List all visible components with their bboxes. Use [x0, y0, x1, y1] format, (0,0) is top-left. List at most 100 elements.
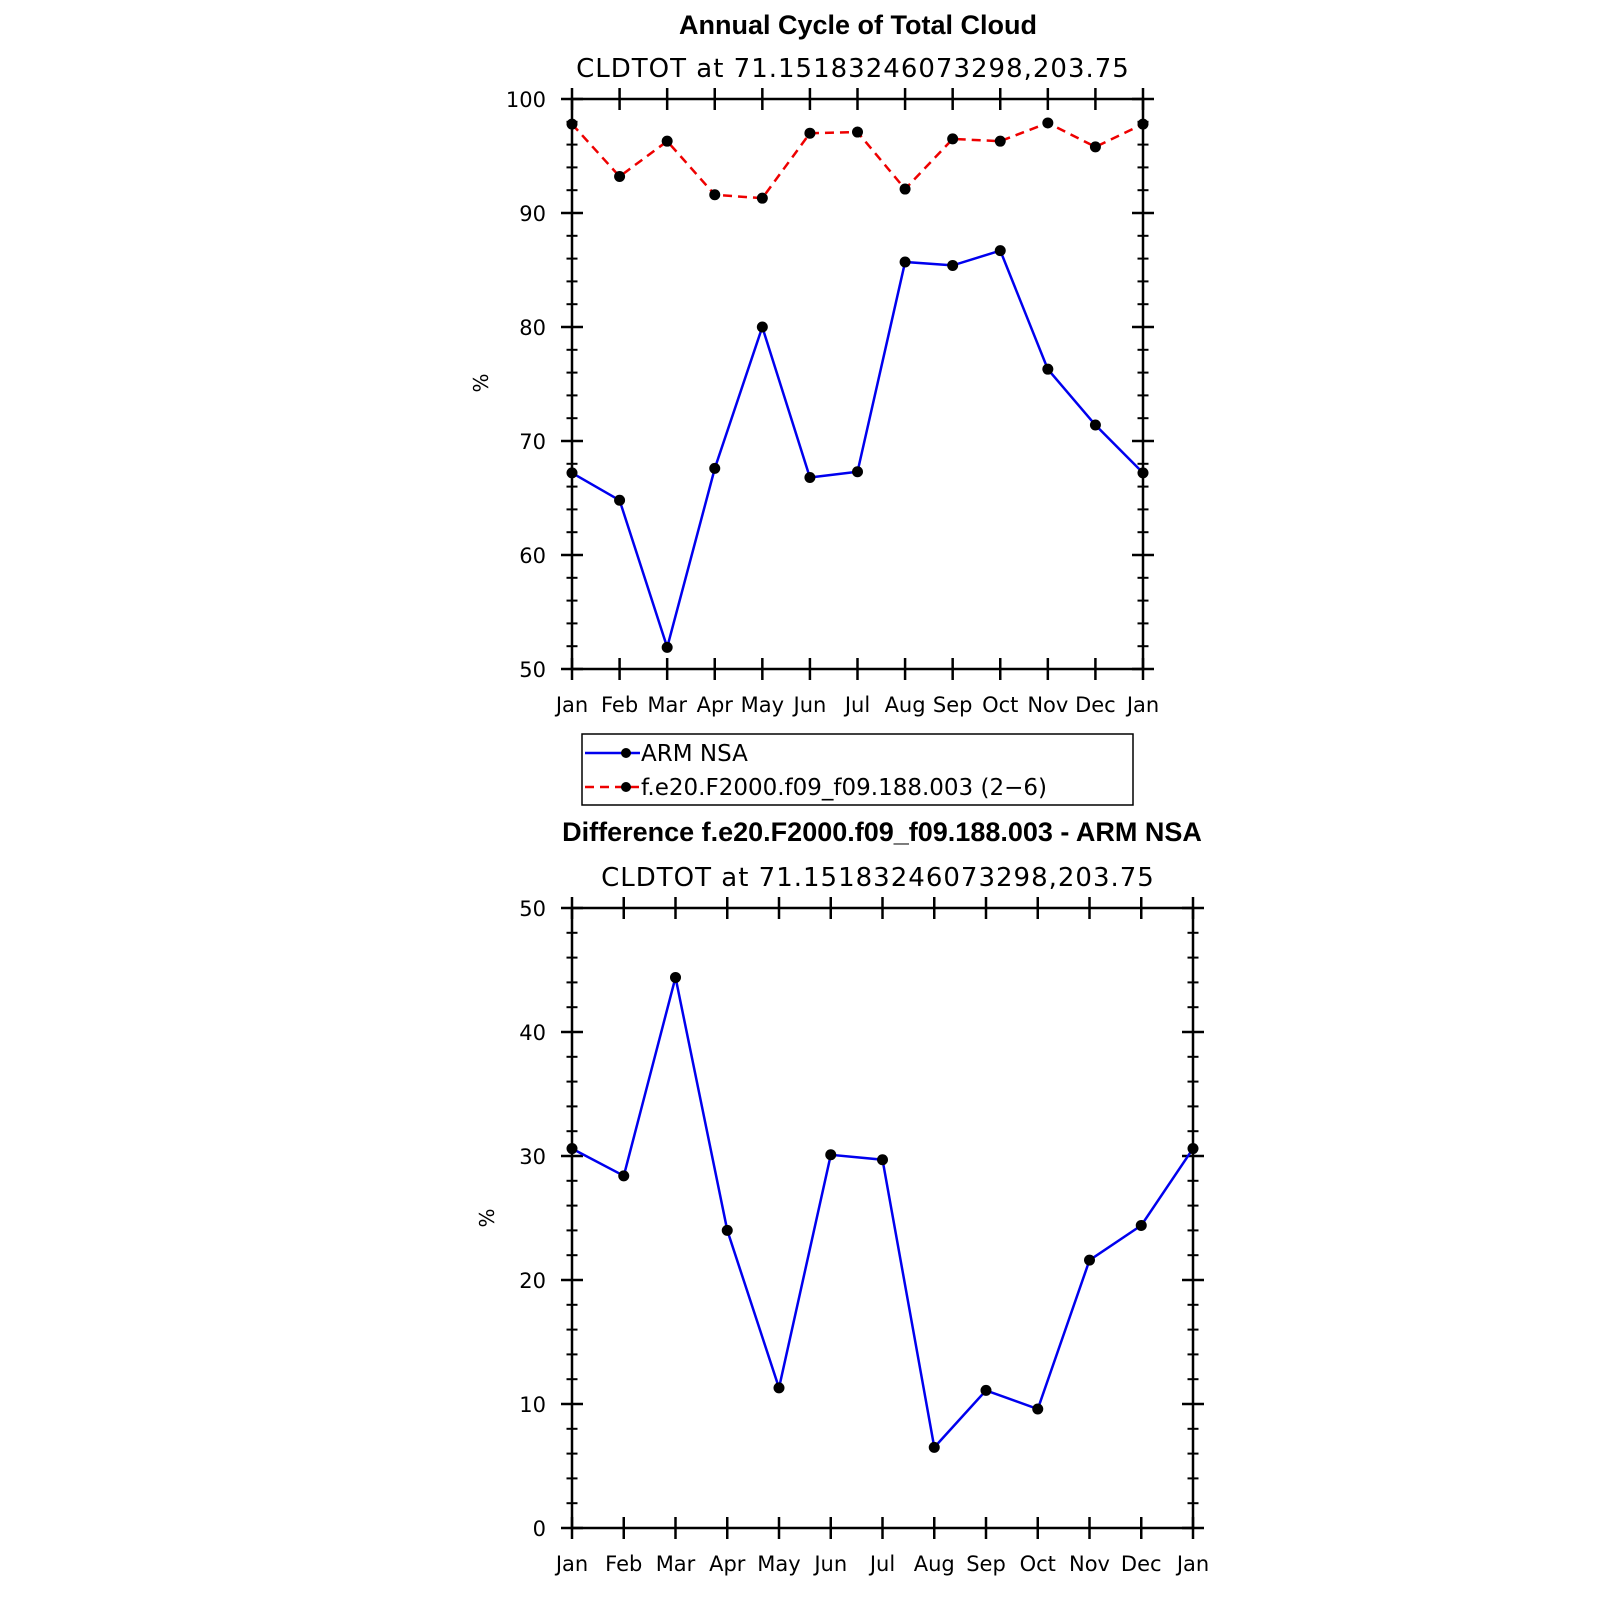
plot-frame: [570, 906, 1195, 1530]
x-tick-label: May: [757, 1552, 800, 1576]
data-point: [614, 494, 626, 506]
data-point: [980, 1384, 992, 1396]
chart-title: Difference f.e20.F2000.f09_f09.188.003 -…: [562, 817, 1202, 847]
x-tick-label: Jan: [554, 693, 588, 717]
tick-marks: [561, 897, 1204, 1539]
data-point: [566, 1143, 578, 1155]
data-point: [756, 321, 768, 333]
x-tick-label: Mar: [656, 1552, 696, 1576]
legend-marker-model: [621, 782, 631, 792]
data-point: [994, 135, 1006, 147]
x-tick-label: Jun: [792, 693, 827, 717]
y-tick-label: 70: [519, 430, 546, 454]
x-tick-label: Nov: [1027, 693, 1068, 717]
x-tick-label: Nov: [1069, 1552, 1110, 1576]
y-tick-label: 0: [533, 1517, 546, 1541]
data-point: [1089, 141, 1101, 153]
x-tick-label: Sep: [966, 1552, 1006, 1576]
y-axis-label: %: [469, 373, 493, 392]
x-tick-label: Sep: [933, 693, 973, 717]
data-point: [1032, 1403, 1044, 1415]
y-tick-label: 20: [519, 1269, 546, 1293]
x-tick-label: Oct: [982, 693, 1018, 717]
x-tick-labels: Jan Feb Mar Apr May Jun Jul Aug Sep Oct Nov Dec Jan: [554, 1552, 1209, 1576]
y-tick-labels: 0 10 20 30 40 50: [519, 897, 546, 1541]
data-point: [947, 133, 959, 145]
x-tick-label: Jul: [843, 693, 870, 717]
y-tick-label: 80: [519, 316, 546, 340]
data-point: [566, 467, 578, 479]
series-line: [571, 249, 1144, 652]
x-tick-label: Dec: [1075, 693, 1116, 717]
tick-marks: [561, 88, 1154, 680]
data-point: [618, 1170, 630, 1182]
y-tick-label: 40: [519, 1021, 546, 1045]
x-tick-label: Dec: [1121, 1552, 1162, 1576]
data-point: [1042, 117, 1054, 129]
y-tick-labels: 50 60 70 80 90 100: [506, 88, 546, 682]
y-axis-label: %: [475, 1208, 499, 1227]
chart-annual-cycle: Annual Cycle of Total Cloud CLDTOT at 71…: [469, 10, 1159, 806]
x-tick-label: Aug: [885, 693, 926, 717]
data-point: [1137, 118, 1149, 130]
chart-title: Annual Cycle of Total Cloud: [679, 10, 1037, 40]
x-tick-label: Apr: [709, 1552, 746, 1576]
x-tick-label: Feb: [605, 1552, 642, 1576]
data-point: [852, 126, 863, 138]
x-tick-label: Aug: [914, 1552, 955, 1576]
y-tick-label: 50: [519, 897, 546, 921]
series-layer: [566, 971, 1199, 1453]
y-tick-label: 50: [519, 658, 546, 682]
series-line: [571, 977, 1195, 1451]
legend-box: [581, 733, 1134, 806]
data-point: [1135, 1219, 1147, 1231]
data-point: [1137, 467, 1149, 479]
data-point: [877, 1154, 888, 1166]
data-point: [721, 1224, 733, 1236]
data-point: [1084, 1254, 1095, 1266]
y-tick-label: 60: [519, 544, 546, 568]
data-point: [756, 192, 768, 204]
data-point: [614, 171, 626, 183]
x-tick-label: Jul: [868, 1552, 895, 1576]
data-point: [928, 1441, 940, 1453]
y-tick-label: 90: [519, 202, 546, 226]
legend-label-arm-nsa: ARM NSA: [641, 741, 748, 767]
legend-label-model: f.e20.F2000.f09_f09.188.003 (2−6): [641, 775, 1047, 801]
data-point: [709, 462, 721, 474]
chart-subtitle: CLDTOT at 71.15183246073298,203.75: [601, 863, 1155, 893]
data-point: [661, 641, 673, 653]
legend-marker-arm-nsa: [621, 748, 631, 758]
x-tick-label: May: [741, 693, 784, 717]
series-layer: [566, 117, 1149, 653]
x-tick-label: Jan: [554, 1552, 588, 1576]
y-tick-label: 30: [519, 1145, 546, 1169]
x-tick-label: Oct: [1020, 1552, 1056, 1576]
data-point: [661, 135, 673, 147]
data-point: [709, 189, 721, 201]
chart-subtitle: CLDTOT at 71.15183246073298,203.75: [576, 54, 1130, 84]
data-point: [804, 127, 816, 139]
data-point: [1187, 1143, 1199, 1155]
data-point: [1042, 363, 1054, 375]
y-tick-label: 100: [506, 88, 546, 112]
y-tick-label: 10: [519, 1393, 546, 1417]
data-point: [773, 1382, 785, 1394]
data-point: [566, 118, 578, 130]
data-point: [994, 245, 1006, 257]
data-point: [899, 183, 911, 195]
chart-difference: Difference f.e20.F2000.f09_f09.188.003 -…: [475, 817, 1209, 1576]
plot-frame: [570, 97, 1145, 671]
x-tick-label: Jun: [812, 1552, 847, 1576]
data-point: [947, 259, 959, 271]
data-point: [852, 466, 863, 478]
x-tick-label: Jan: [1175, 1552, 1209, 1576]
data-point: [899, 256, 911, 268]
data-point: [670, 971, 681, 983]
legend: ARM NSA f.e20.F2000.f09_f09.188.003 (2−6…: [581, 733, 1134, 806]
data-point: [804, 471, 816, 483]
x-tick-label: Jan: [1125, 693, 1159, 717]
x-tick-labels: Jan Feb Mar Apr May Jun Jul Aug Sep Oct Nov Dec Jan: [554, 693, 1159, 717]
